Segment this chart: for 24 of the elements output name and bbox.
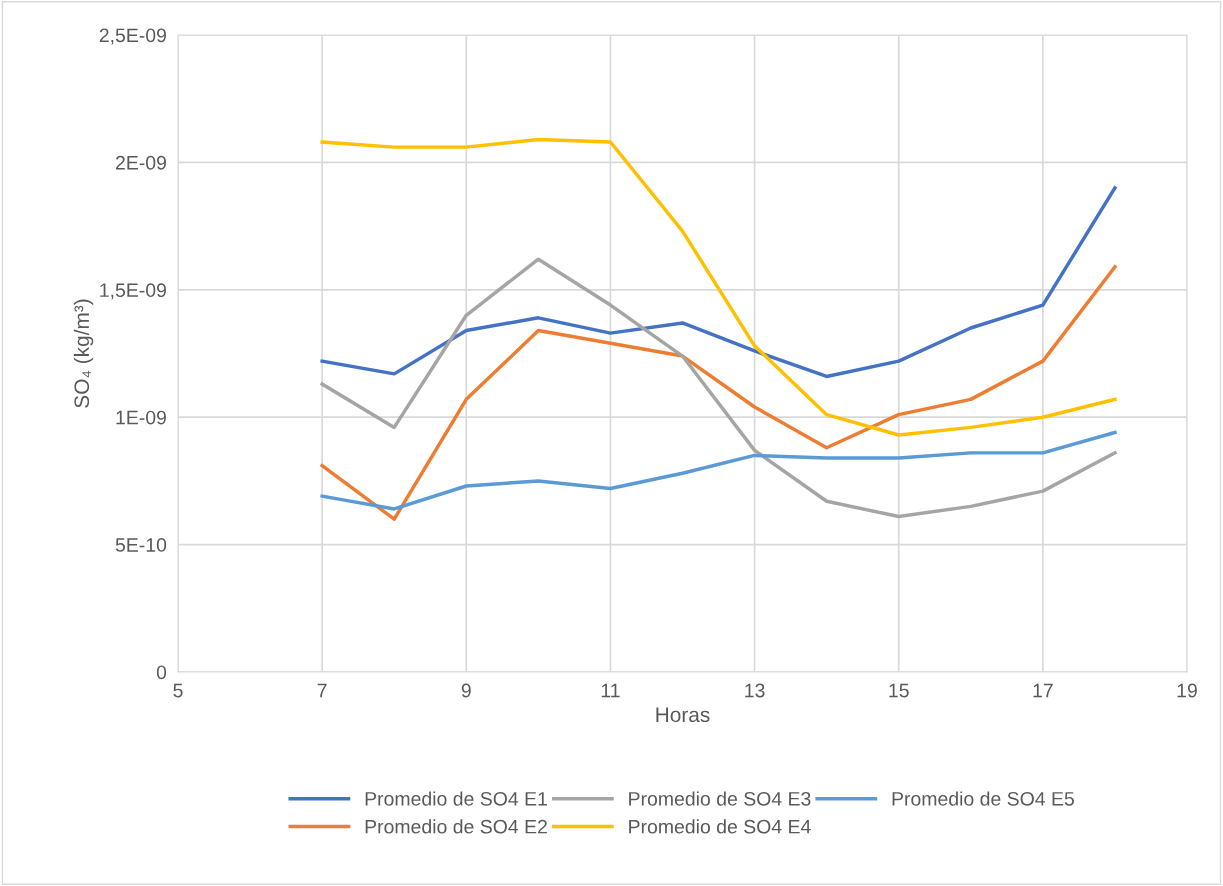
x-tick-label: 15	[889, 683, 909, 698]
legend-label: Promedio de SO4 E3	[629, 791, 811, 806]
x-tick-label: 19	[1177, 683, 1197, 698]
legend-label: Promedio de SO4 E4	[629, 819, 811, 834]
y-tick-label: 2E-09	[115, 155, 166, 170]
legend-label: Promedio de SO4 E5	[892, 791, 1074, 806]
x-tick-label: 17	[1033, 683, 1053, 698]
x-tick-label: 9	[461, 683, 471, 698]
x-tick-label: 11	[601, 683, 620, 698]
x-tick-label: 7	[317, 683, 327, 698]
legend-label: Promedio de SO4 E2	[365, 819, 547, 834]
x-tick-label: 13	[745, 683, 765, 698]
x-axis-title: Horas	[656, 707, 710, 723]
y-tick-label: 1,5E-09	[100, 283, 166, 300]
y-tick-label: 2,5E-09	[99, 28, 166, 45]
y-tick-label: 1E-09	[116, 410, 166, 425]
y-tick-label: 5E-10	[115, 538, 167, 552]
line-series	[320, 186, 1117, 379]
legend-label: Promedio de SO4 E1	[365, 791, 547, 806]
line-series	[320, 137, 1117, 437]
y-tick-label: 0	[156, 665, 167, 680]
line-series	[320, 430, 1117, 511]
x-tick-label: 5	[173, 683, 183, 698]
y-axis-title: SO₄ (kg/m³)	[73, 299, 94, 408]
